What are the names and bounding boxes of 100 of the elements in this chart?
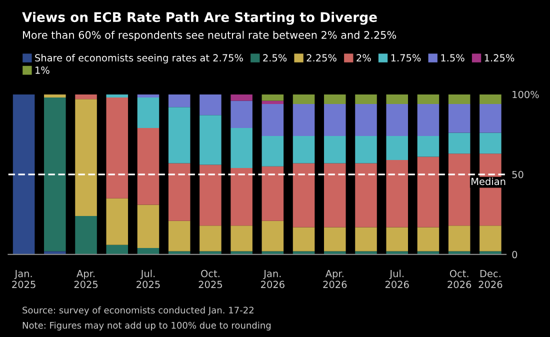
bar bbox=[262, 94, 284, 101]
bar bbox=[386, 227, 408, 252]
bar bbox=[262, 220, 284, 252]
bar bbox=[75, 94, 97, 100]
bar bbox=[324, 227, 346, 252]
text: Note: Figures may not add up to 100% due to rounding bbox=[22, 322, 271, 330]
bar bbox=[106, 244, 128, 254]
y-tick-label: 50 bbox=[512, 170, 524, 178]
bar bbox=[230, 94, 252, 101]
bar bbox=[106, 94, 128, 98]
bar bbox=[262, 104, 284, 136]
bar bbox=[168, 220, 190, 252]
bar bbox=[448, 94, 470, 104]
legend-label: 2% bbox=[356, 54, 371, 62]
bar bbox=[292, 163, 315, 228]
bar bbox=[355, 104, 377, 136]
bar bbox=[262, 100, 284, 104]
bar bbox=[168, 94, 190, 108]
bar bbox=[324, 94, 346, 104]
x-tick-label: Jan. 2025 bbox=[12, 270, 36, 288]
bar bbox=[386, 104, 408, 136]
bar bbox=[355, 94, 377, 104]
x-tick-label: Dec. 2026 bbox=[478, 270, 502, 288]
bar bbox=[292, 251, 315, 254]
bar bbox=[324, 136, 346, 164]
legend-label: 1.25% bbox=[484, 54, 514, 62]
x-tick-label: Jul. 2026 bbox=[385, 270, 409, 288]
bar bbox=[137, 204, 160, 248]
chart-subtitle: More than 60% of respondents see neutral rate between 2% and 2.25% bbox=[23, 30, 396, 41]
legend-label: 2.25% bbox=[306, 54, 336, 62]
bar bbox=[292, 94, 315, 104]
bar bbox=[230, 226, 252, 252]
bar bbox=[480, 104, 502, 133]
bar bbox=[417, 156, 440, 228]
bar bbox=[324, 251, 346, 254]
bar bbox=[200, 226, 222, 252]
chart-title: Views on ECB Rate Path Are Starting to Diverge bbox=[22, 12, 377, 25]
bar bbox=[480, 132, 502, 154]
bar bbox=[355, 251, 377, 254]
bar bbox=[230, 128, 252, 168]
bar bbox=[200, 115, 222, 165]
bar bbox=[417, 136, 440, 157]
bar bbox=[262, 136, 284, 166]
bar bbox=[448, 104, 470, 133]
bar bbox=[137, 128, 160, 205]
bar bbox=[292, 104, 315, 136]
bar bbox=[417, 227, 440, 252]
x-tick-label: Oct. 2026 bbox=[448, 270, 472, 288]
bar bbox=[200, 164, 222, 226]
bar bbox=[75, 99, 97, 216]
bar bbox=[137, 94, 160, 98]
bar bbox=[355, 136, 377, 164]
bar bbox=[44, 251, 66, 254]
bar bbox=[292, 227, 315, 252]
bar bbox=[230, 168, 252, 226]
x-tick-label: Apr. 2025 bbox=[74, 270, 98, 288]
bar bbox=[106, 198, 128, 245]
bar bbox=[106, 98, 128, 198]
legend-label: 1.75% bbox=[391, 54, 421, 62]
bar bbox=[168, 163, 190, 221]
legend-label: 2.5% bbox=[263, 54, 287, 62]
bar bbox=[200, 94, 222, 116]
bar bbox=[448, 251, 470, 254]
x-tick-label: Apr. 2026 bbox=[323, 270, 347, 288]
bar bbox=[386, 94, 408, 104]
x-tick-label: Jul. 2025 bbox=[136, 270, 160, 288]
bar bbox=[324, 163, 346, 228]
bar bbox=[12, 94, 35, 254]
bar bbox=[44, 94, 66, 98]
bar bbox=[262, 251, 284, 254]
ref-line-label: Median bbox=[472, 178, 506, 186]
bar bbox=[355, 227, 377, 252]
bar bbox=[262, 166, 284, 221]
bar bbox=[386, 160, 408, 228]
legend-label: Share of economists seeing rates at 2.75% bbox=[35, 54, 243, 64]
bar bbox=[417, 94, 440, 104]
bar bbox=[355, 163, 377, 228]
bar bbox=[417, 104, 440, 136]
bar bbox=[448, 132, 470, 154]
bar bbox=[137, 248, 160, 254]
bar bbox=[168, 251, 190, 254]
source-note: Source: survey of economists conducted Jan. 17-22 bbox=[22, 306, 254, 316]
bar bbox=[480, 94, 502, 104]
y-tick-label: 0 bbox=[512, 250, 518, 258]
bar bbox=[292, 136, 315, 164]
y-tick-label: 100% bbox=[512, 90, 539, 98]
bar bbox=[230, 251, 252, 254]
x-tick-label: Oct. 2025 bbox=[198, 270, 222, 288]
bar bbox=[480, 226, 502, 252]
bar bbox=[417, 251, 440, 254]
bar bbox=[230, 100, 252, 128]
bar bbox=[324, 104, 346, 136]
bar bbox=[168, 107, 190, 164]
bar bbox=[137, 98, 160, 128]
x-tick-label: Jan. 2026 bbox=[261, 270, 284, 288]
bar bbox=[480, 251, 502, 254]
bar bbox=[386, 251, 408, 254]
bar bbox=[200, 251, 222, 254]
legend-label: 1.5% bbox=[441, 54, 464, 62]
bar bbox=[448, 154, 470, 226]
